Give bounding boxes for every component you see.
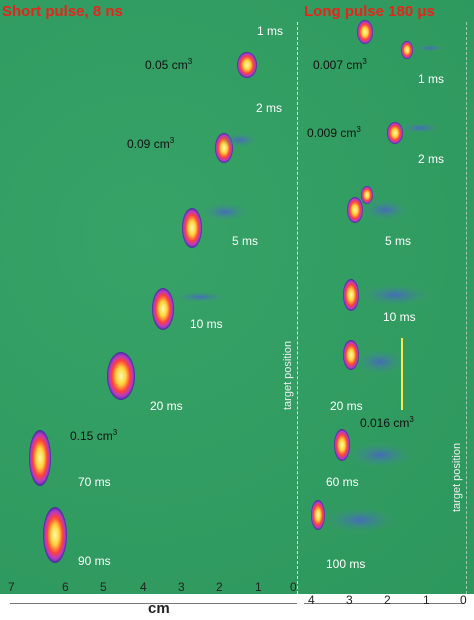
droplet-r-5ms-a (361, 186, 373, 204)
time-label: 20 ms (330, 399, 363, 413)
tick-label: 6 (62, 580, 69, 594)
time-label: 5 ms (232, 234, 259, 248)
time-label: 1 ms (257, 24, 284, 38)
time-label: 2 ms (256, 101, 283, 115)
target-marker (401, 338, 403, 410)
droplet-r-10ms-haze (355, 283, 435, 307)
droplet-images (29, 20, 448, 563)
tick-label: 2 (216, 580, 223, 594)
time-label: 60 ms (326, 475, 359, 489)
time-label: 1 ms (418, 72, 445, 86)
droplet-r-60ms-haze (344, 441, 416, 469)
droplet-r-5ms-b (347, 197, 363, 223)
long-pulse-droplets (311, 20, 448, 534)
droplet-5ms-haze (199, 202, 251, 222)
tick-label: 7 (8, 580, 15, 594)
axis-line-right (304, 603, 464, 604)
tick-label: 0 (460, 593, 467, 607)
target-line-left (297, 22, 298, 594)
tick-label: 3 (178, 580, 185, 594)
droplet-r-1ms-a (357, 20, 373, 44)
tick-label: 5 (100, 580, 107, 594)
volume-label: 0.09 cm3 (127, 136, 175, 151)
tick-label: 3 (346, 593, 353, 607)
droplet-r-1ms-haze (412, 44, 448, 52)
droplet-r-10ms (343, 279, 359, 311)
title-short-pulse: Short pulse, 8 ns (2, 3, 123, 20)
tick-label: 1 (423, 593, 430, 607)
tick-label: 2 (384, 593, 391, 607)
volume-label: 0.05 cm3 (145, 57, 193, 72)
volume-label: 0.007 cm3 (313, 57, 367, 72)
droplet-1ms (237, 52, 257, 78)
title-long-pulse: Long pulse 180 μs (304, 3, 435, 20)
droplet-90ms (43, 507, 67, 563)
time-label: 10 ms (190, 317, 223, 331)
droplet-r-100ms-haze (320, 506, 400, 534)
time-label: 90 ms (78, 554, 111, 568)
time-label: 10 ms (383, 310, 416, 324)
short-pulse-droplets (29, 52, 260, 563)
droplet-r-1ms-b (401, 41, 413, 59)
time-label: 20 ms (150, 399, 183, 413)
target-position-label: target position (451, 442, 463, 512)
droplet-10ms (152, 288, 174, 330)
axis-unit: cm (148, 600, 170, 617)
target-position-label: target position (282, 340, 294, 410)
time-label: 5 ms (385, 234, 412, 248)
volume-label: 0.016 cm3 (360, 415, 414, 430)
droplet-2ms-haze (220, 132, 260, 148)
volume-label: 0.15 cm3 (70, 428, 118, 443)
droplet-20ms (107, 352, 135, 400)
droplet-10ms-haze (172, 291, 228, 303)
droplet-70ms (29, 430, 51, 486)
time-label: 2 ms (418, 152, 445, 166)
tick-label: 4 (140, 580, 147, 594)
target-line-right (466, 22, 467, 594)
volume-label: 0.009 cm3 (307, 125, 361, 140)
tick-label: 1 (255, 580, 262, 594)
tick-label: 0 (290, 580, 297, 594)
time-label: 70 ms (78, 475, 111, 489)
droplet-r-2ms-haze (396, 122, 444, 134)
axis-line-left (10, 603, 297, 604)
time-label: 100 ms (326, 557, 366, 571)
tick-label: 4 (308, 593, 315, 607)
droplet-r-20ms-haze (352, 348, 408, 376)
droplet-r-5ms-haze (359, 198, 411, 222)
droplet-5ms (182, 208, 202, 248)
